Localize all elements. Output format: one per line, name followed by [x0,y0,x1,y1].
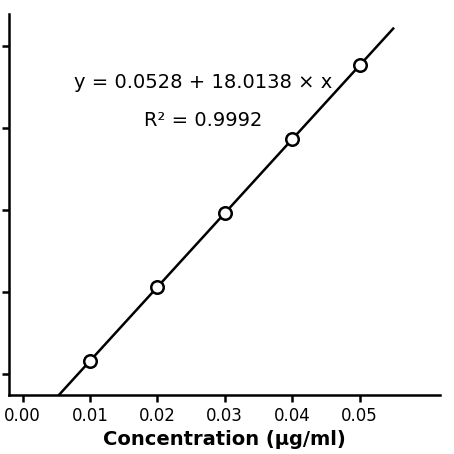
X-axis label: Concentration (μg/ml): Concentration (μg/ml) [104,430,346,449]
Text: R² = 0.9992: R² = 0.9992 [144,111,262,130]
Text: y = 0.0528 + 18.0138 × x: y = 0.0528 + 18.0138 × x [74,73,332,92]
